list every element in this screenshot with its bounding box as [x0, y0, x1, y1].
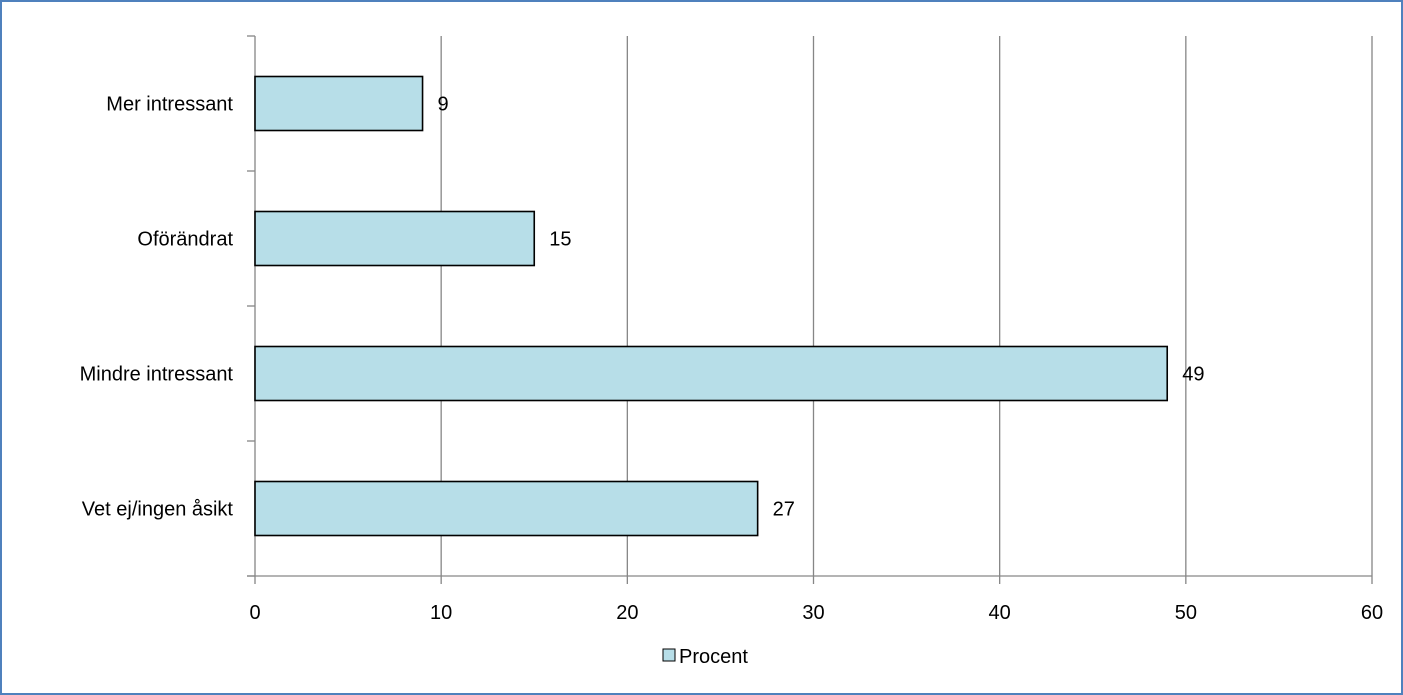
- x-tick-label-3: 30: [802, 602, 824, 624]
- x-tick-label-2: 20: [616, 602, 638, 624]
- category-label-1: Oförändrat: [137, 229, 233, 251]
- data-label-3: 27: [773, 499, 795, 521]
- x-tick-label-4: 40: [989, 602, 1011, 624]
- bars: [254, 75, 1169, 537]
- legend-label: Procent: [679, 646, 748, 668]
- bar-2: [254, 345, 1169, 402]
- x-tick-label-5: 50: [1175, 602, 1197, 624]
- bar-1: [254, 210, 536, 267]
- data-label-1: 15: [549, 229, 571, 251]
- x-tick-label-0: 0: [249, 602, 260, 624]
- legend: Procent: [662, 646, 748, 668]
- x-tick-labels: 0 10 20 30 40 50 60: [249, 602, 1383, 624]
- bar-3: [254, 480, 759, 537]
- x-tick-label-6: 60: [1361, 602, 1383, 624]
- bar-0: [254, 75, 424, 132]
- category-labels: Mer intressant Oförändrat Mindre intressan…: [80, 94, 234, 521]
- legend-swatch: [662, 648, 676, 662]
- category-label-3: Vet ej/ingen åsikt: [82, 499, 234, 521]
- x-tick-label-1: 10: [430, 602, 452, 624]
- category-label-0: Mer intressant: [106, 94, 233, 116]
- category-label-2: Mindre intressant: [80, 364, 234, 386]
- data-label-2: 49: [1182, 364, 1204, 386]
- data-labels: 9 15 49 27: [438, 94, 1205, 521]
- data-label-0: 9: [438, 94, 449, 116]
